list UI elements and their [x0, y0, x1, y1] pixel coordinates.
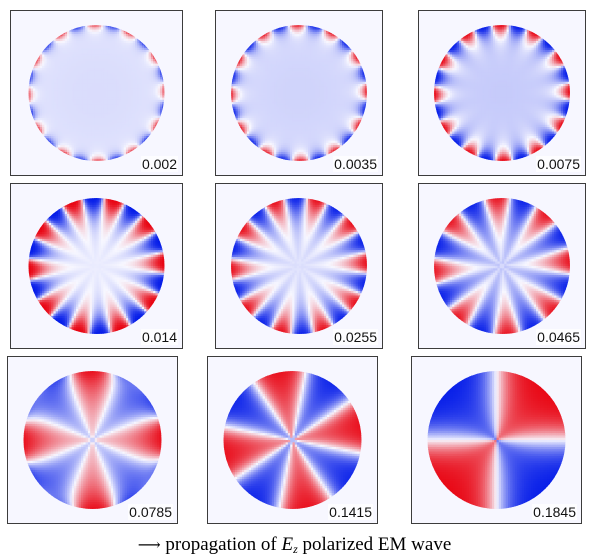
snapshot-frame: 0.014: [10, 183, 183, 349]
field-plot: [8, 357, 177, 523]
field-plot: [419, 184, 585, 348]
snapshot-frame: 0.0255: [215, 183, 383, 349]
snapshot-frame: 0.1845: [411, 356, 582, 524]
field-plot: [216, 184, 382, 348]
time-label: 0.0465: [536, 329, 581, 345]
snapshot-frame: 0.1415: [207, 356, 378, 524]
snapshot-frame: 0.002: [10, 10, 183, 176]
field-plot: [216, 11, 382, 175]
time-label: 0.1845: [532, 504, 577, 520]
field-plot: [11, 184, 182, 348]
time-label: 0.0075: [536, 156, 581, 172]
time-label: 0.0035: [333, 156, 378, 172]
snapshot-frame: 0.0035: [215, 10, 383, 176]
time-label: 0.0255: [333, 329, 378, 345]
field-symbol: E: [281, 534, 293, 555]
field-plot: [419, 11, 585, 175]
snapshot-frame: 0.0075: [418, 10, 586, 176]
arrow-icon: ⟶: [138, 535, 161, 554]
caption-suffix: polarized EM wave: [298, 534, 452, 555]
time-label: 0.014: [141, 329, 178, 345]
snapshot-frame: 0.0785: [7, 356, 178, 524]
field-plot: [208, 357, 377, 523]
field-plot: [11, 11, 182, 175]
figure-caption: ⟶ propagation of Ez polarized EM wave: [0, 534, 589, 560]
caption-prefix: propagation of: [161, 534, 282, 555]
time-label: 0.0785: [128, 504, 173, 520]
time-label: 0.1415: [328, 504, 373, 520]
time-label: 0.002: [141, 156, 178, 172]
snapshot-frame: 0.0465: [418, 183, 586, 349]
field-plot: [412, 357, 581, 523]
